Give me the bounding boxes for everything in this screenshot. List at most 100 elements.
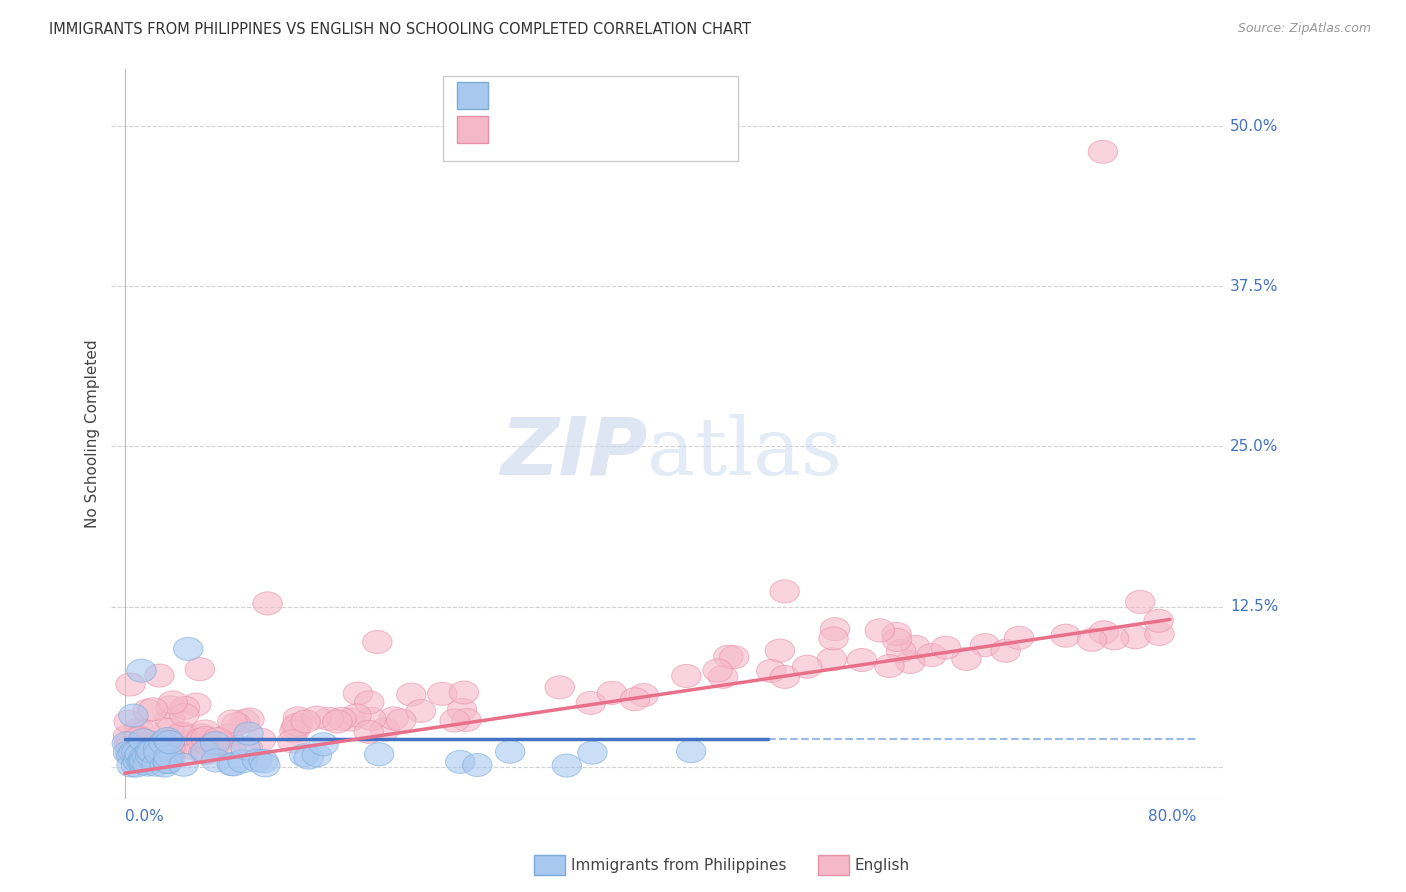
- Ellipse shape: [463, 754, 492, 777]
- Ellipse shape: [1144, 609, 1173, 632]
- Ellipse shape: [231, 709, 259, 732]
- Ellipse shape: [190, 720, 219, 743]
- Ellipse shape: [427, 682, 457, 706]
- Ellipse shape: [153, 746, 183, 769]
- Ellipse shape: [124, 749, 153, 772]
- Ellipse shape: [703, 659, 733, 682]
- Ellipse shape: [149, 731, 179, 755]
- Ellipse shape: [188, 740, 218, 764]
- Ellipse shape: [283, 706, 312, 730]
- Ellipse shape: [495, 740, 524, 764]
- Text: Immigrants from Philippines: Immigrants from Philippines: [571, 858, 786, 872]
- Ellipse shape: [136, 735, 166, 758]
- Ellipse shape: [143, 741, 173, 764]
- Ellipse shape: [157, 691, 187, 714]
- Ellipse shape: [152, 730, 181, 753]
- Ellipse shape: [342, 704, 371, 727]
- Ellipse shape: [125, 740, 155, 764]
- Ellipse shape: [152, 738, 181, 761]
- Ellipse shape: [917, 643, 946, 666]
- Ellipse shape: [155, 707, 184, 731]
- Ellipse shape: [153, 728, 183, 750]
- Ellipse shape: [817, 648, 846, 671]
- Ellipse shape: [191, 742, 221, 764]
- Ellipse shape: [132, 745, 162, 768]
- Ellipse shape: [294, 746, 323, 769]
- Ellipse shape: [186, 657, 215, 681]
- Ellipse shape: [204, 731, 233, 755]
- Ellipse shape: [882, 623, 911, 646]
- Ellipse shape: [363, 631, 392, 654]
- Ellipse shape: [231, 737, 260, 760]
- Ellipse shape: [169, 722, 198, 745]
- Ellipse shape: [846, 648, 876, 672]
- Ellipse shape: [1077, 628, 1107, 651]
- Ellipse shape: [124, 727, 153, 750]
- Ellipse shape: [112, 731, 142, 755]
- Ellipse shape: [676, 739, 706, 763]
- Ellipse shape: [991, 640, 1021, 663]
- Ellipse shape: [142, 753, 172, 776]
- Ellipse shape: [156, 735, 186, 758]
- Ellipse shape: [129, 748, 159, 772]
- Ellipse shape: [218, 710, 247, 733]
- Ellipse shape: [217, 753, 246, 775]
- Ellipse shape: [187, 723, 217, 747]
- Ellipse shape: [354, 721, 384, 743]
- Ellipse shape: [201, 731, 231, 755]
- Ellipse shape: [628, 683, 658, 706]
- Ellipse shape: [865, 619, 894, 642]
- Ellipse shape: [1088, 140, 1118, 163]
- Ellipse shape: [1099, 627, 1129, 650]
- Ellipse shape: [145, 664, 174, 687]
- Ellipse shape: [357, 707, 387, 731]
- Text: 37.5%: 37.5%: [1230, 279, 1278, 293]
- Ellipse shape: [214, 723, 243, 747]
- Text: 25.0%: 25.0%: [1230, 439, 1278, 454]
- Ellipse shape: [135, 739, 165, 762]
- Ellipse shape: [115, 673, 145, 696]
- Ellipse shape: [117, 735, 146, 758]
- Ellipse shape: [281, 716, 311, 739]
- Ellipse shape: [598, 681, 627, 705]
- Ellipse shape: [122, 740, 152, 764]
- Ellipse shape: [886, 640, 915, 663]
- Text: IMMIGRANTS FROM PHILIPPINES VS ENGLISH NO SCHOOLING COMPLETED CORRELATION CHART: IMMIGRANTS FROM PHILIPPINES VS ENGLISH N…: [49, 22, 751, 37]
- Ellipse shape: [129, 746, 157, 769]
- Ellipse shape: [170, 704, 200, 726]
- Ellipse shape: [793, 656, 823, 678]
- Ellipse shape: [173, 731, 201, 754]
- Ellipse shape: [135, 741, 165, 764]
- Ellipse shape: [129, 750, 159, 773]
- Ellipse shape: [153, 750, 183, 773]
- Ellipse shape: [124, 725, 153, 748]
- Ellipse shape: [191, 740, 219, 764]
- Ellipse shape: [155, 731, 184, 754]
- Ellipse shape: [326, 707, 356, 731]
- Ellipse shape: [195, 734, 225, 757]
- Ellipse shape: [235, 708, 264, 731]
- Ellipse shape: [278, 730, 307, 753]
- Text: 50.0%: 50.0%: [1230, 119, 1278, 134]
- Ellipse shape: [253, 592, 283, 615]
- Ellipse shape: [121, 754, 150, 777]
- Ellipse shape: [117, 754, 146, 777]
- Ellipse shape: [128, 729, 157, 752]
- Ellipse shape: [354, 690, 384, 714]
- Ellipse shape: [546, 676, 575, 698]
- Text: English: English: [855, 858, 910, 872]
- Ellipse shape: [1121, 626, 1150, 648]
- Ellipse shape: [173, 638, 202, 660]
- Ellipse shape: [201, 749, 231, 772]
- Ellipse shape: [770, 580, 800, 603]
- Ellipse shape: [283, 714, 312, 736]
- Ellipse shape: [169, 753, 198, 776]
- Ellipse shape: [302, 706, 332, 729]
- Ellipse shape: [336, 708, 366, 731]
- Ellipse shape: [818, 627, 848, 650]
- Ellipse shape: [145, 741, 174, 764]
- Ellipse shape: [115, 742, 145, 765]
- Ellipse shape: [141, 748, 170, 771]
- Ellipse shape: [118, 704, 148, 727]
- Y-axis label: No Schooling Completed: No Schooling Completed: [86, 339, 100, 528]
